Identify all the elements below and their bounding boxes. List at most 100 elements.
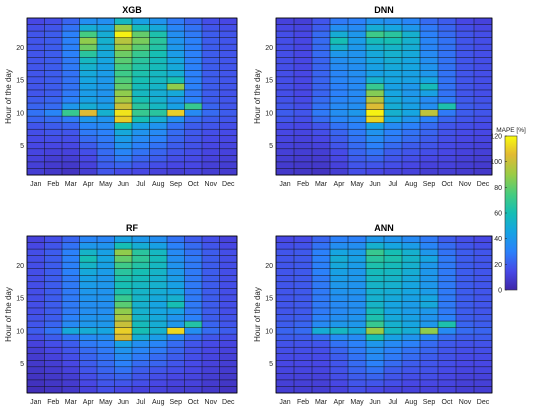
heatmap-cell xyxy=(149,50,168,58)
heatmap-cell xyxy=(348,373,367,381)
heatmap-cell xyxy=(132,275,150,283)
heatmap-cell xyxy=(114,161,133,169)
y-tick-label: 10 xyxy=(265,110,273,117)
heatmap-cell xyxy=(132,57,150,65)
heatmap-cell xyxy=(438,294,457,302)
heatmap-cell xyxy=(330,148,349,156)
y-axis-label: Hour of the day xyxy=(253,69,262,124)
heatmap-cell xyxy=(402,353,421,361)
heatmap-cell xyxy=(312,307,331,315)
heatmap-cell xyxy=(202,89,220,97)
heatmap-cell xyxy=(294,57,313,65)
heatmap-cell xyxy=(79,96,98,104)
heatmap-cell xyxy=(402,50,421,58)
heatmap-cell xyxy=(97,135,115,143)
heatmap-cell xyxy=(366,142,385,150)
heatmap-cell xyxy=(294,83,313,91)
heatmap-cell xyxy=(219,379,238,387)
heatmap-cell xyxy=(402,31,421,38)
heatmap-cell xyxy=(62,288,80,296)
colorbar-tick-label: 60 xyxy=(494,211,502,218)
heatmap-cell xyxy=(27,142,45,150)
heatmap-cell xyxy=(420,18,439,25)
heatmap-cell xyxy=(184,148,203,156)
heatmap-cell xyxy=(184,83,203,91)
plot-border xyxy=(26,235,238,394)
heatmap-cell xyxy=(402,44,421,52)
heatmap-cell xyxy=(456,294,475,302)
heatmap-cell xyxy=(202,366,220,374)
y-tick-label: 20 xyxy=(265,263,273,270)
heatmap-cell xyxy=(438,373,457,381)
heatmap-cell xyxy=(44,268,63,276)
heatmap-cell xyxy=(312,155,331,163)
heatmap-cell xyxy=(114,103,133,110)
heatmap-cell xyxy=(167,255,185,263)
heatmap-cell xyxy=(294,288,313,296)
x-tick-label: Nov xyxy=(459,181,472,188)
heatmap-cell xyxy=(294,281,313,289)
heatmap-cell xyxy=(420,161,439,169)
heatmap-cell xyxy=(97,44,115,52)
heatmap-cell xyxy=(132,31,150,38)
heatmap-cell xyxy=(62,103,80,110)
heatmap-cell xyxy=(167,386,185,394)
heatmap-cell xyxy=(420,379,439,387)
x-tick-label: Oct xyxy=(442,399,453,406)
heatmap-cell xyxy=(149,70,168,78)
heatmap-cell xyxy=(438,301,457,309)
x-tick-label: Jan xyxy=(279,399,290,406)
heatmap-cell xyxy=(420,262,439,270)
x-tick-label: Jun xyxy=(118,181,129,188)
heatmap-cell xyxy=(420,353,439,361)
heatmap-cell xyxy=(402,327,421,335)
heatmap-cell xyxy=(184,31,203,38)
heatmap-cell xyxy=(184,57,203,65)
heatmap-cell xyxy=(44,103,63,110)
heatmap-cell xyxy=(44,353,63,361)
heatmap-cell xyxy=(402,142,421,150)
heatmap-cell xyxy=(62,70,80,78)
heatmap-cell xyxy=(474,249,493,256)
heatmap-cell xyxy=(132,116,150,123)
heatmap-cell xyxy=(132,379,150,387)
heatmap-cell xyxy=(97,255,115,263)
heatmap-cell xyxy=(294,70,313,78)
heatmap-cell xyxy=(44,281,63,289)
heatmap-cell xyxy=(167,89,185,97)
heatmap-cell xyxy=(420,347,439,355)
heatmap-cell xyxy=(202,281,220,289)
heatmap-cell xyxy=(149,347,168,355)
heatmap-cell xyxy=(167,83,185,91)
heatmap-cell xyxy=(294,18,313,25)
heatmap-cell xyxy=(420,31,439,38)
heatmap-cell xyxy=(79,63,98,71)
heatmap-cell xyxy=(330,76,349,84)
heatmap-cell xyxy=(27,249,45,256)
heatmap-cell xyxy=(438,386,457,394)
heatmap-cell xyxy=(184,89,203,97)
heatmap-cell xyxy=(79,307,98,315)
heatmap-cell xyxy=(456,366,475,374)
heatmap-cell xyxy=(167,379,185,387)
heatmap-cell xyxy=(366,242,385,250)
heatmap-cell xyxy=(276,155,295,163)
x-tick-label: Oct xyxy=(188,181,199,188)
heatmap-cell xyxy=(62,268,80,276)
y-tick-label: 10 xyxy=(265,328,273,335)
heatmap-cell xyxy=(276,334,295,341)
heatmap-cell xyxy=(62,57,80,65)
heatmap-cell xyxy=(184,386,203,394)
heatmap-cell xyxy=(384,37,403,45)
y-tick-label: 10 xyxy=(16,328,24,335)
heatmap-cell xyxy=(330,83,349,91)
heatmap-cell xyxy=(456,168,475,176)
heatmap-cell xyxy=(402,307,421,315)
heatmap-cell xyxy=(97,70,115,78)
heatmap-cell xyxy=(149,268,168,276)
heatmap-cell xyxy=(312,148,331,156)
heatmap-cell xyxy=(384,255,403,263)
heatmap-cell xyxy=(167,142,185,150)
heatmap-cell xyxy=(348,242,367,250)
heatmap-cell xyxy=(348,168,367,176)
